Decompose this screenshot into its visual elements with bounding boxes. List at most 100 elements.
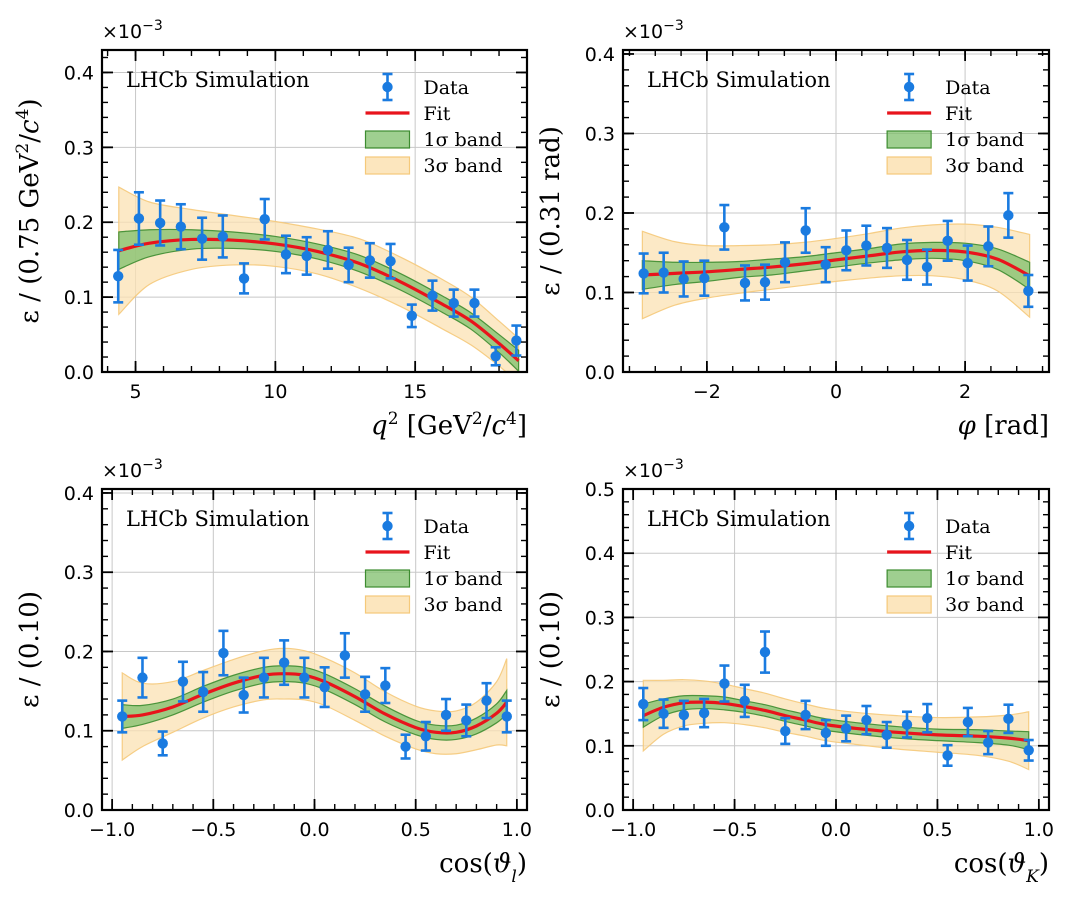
legend-label-band1: 1σ band [945,129,1024,151]
plot-area [117,629,512,762]
data-marker [137,672,148,683]
legend-entry-band3: 3σ band [886,594,1024,616]
data-point [840,714,852,743]
data-marker [1023,285,1034,297]
legend-label-fit: Fit [424,542,451,564]
data-point [461,703,472,738]
x-tick-label: 0.5 [401,819,431,841]
y-tick-label: 0.4 [64,62,94,84]
legend-label-fit: Fit [945,542,972,564]
y-multiplier: ×10−3 [623,18,684,43]
y-tick-label: 0.1 [64,721,94,743]
axes-frame [100,48,529,374]
data-point [962,244,973,282]
data-marker [322,244,334,256]
fit-line [118,237,520,362]
data-marker [638,698,649,710]
panel-costhetak: −1.0 −0.5 0.0 0.5 1.0 0.0 0.1 0.2 0.3 0.4 0.5 ×10−3… [536,457,1054,887]
legend-band3-swatch [886,156,932,175]
data-point [154,199,166,247]
legend-entry-fit: Fit [365,542,451,564]
y-tick-label: 0.4 [64,483,94,505]
data-marker [901,254,913,266]
data-point [359,675,371,714]
data-marker [197,686,209,698]
data-point [238,262,250,295]
data-marker [133,213,145,224]
data-marker [217,231,228,242]
data-marker [113,270,124,282]
data-point [881,226,893,270]
data-marker [779,257,791,268]
data-point [800,206,811,255]
y-tick-label: 0.0 [64,362,94,384]
x-tick-label: −0.5 [190,819,236,841]
y-tick-label: 0.5 [585,479,615,501]
data-point [259,197,270,241]
legend-label-band1: 1σ band [424,568,503,590]
panel-phi: −2 0 2 0.0 0.1 0.2 0.3 0.4 ×10−3 LHCb Simulation D… [536,18,1051,441]
legend-entry-band1: 1σ band [364,129,503,151]
legend: Data Fit 1σ band 3σ band [364,511,503,616]
legend-entry-data: Data [382,511,469,541]
simulation-label: LHCb Simulation [126,68,310,92]
legend-label-data: Data [424,77,470,99]
data-marker [780,725,791,737]
legend-entry-fit: Fit [887,103,972,125]
y-tick-label: 0.4 [585,543,615,565]
legend-band3-swatch [364,595,411,614]
data-point [157,730,168,757]
data-point [698,697,710,729]
data-point [982,729,994,756]
data-marker [800,225,811,236]
y-tick-label: 0.0 [585,362,615,384]
data-marker [278,657,290,668]
data-marker [364,255,376,266]
data-point [739,264,751,302]
data-marker [258,672,270,683]
data-marker [301,250,312,262]
y-tick-label: 0.2 [64,212,94,234]
data-point [780,716,791,746]
y-axis-label: ε / (0.10) [536,591,566,708]
data-point [427,279,438,312]
data-point [942,743,953,768]
fit-line [642,248,1031,278]
y-tick-label: 0.1 [585,282,615,304]
simulation-label: LHCb Simulation [126,507,310,531]
data-marker [427,290,438,301]
data-point [1003,191,1014,239]
legend-entry-data: Data [903,511,991,541]
legend-entry-band1: 1σ band [886,129,1024,151]
x-tick-label: −1.0 [610,819,656,841]
data-marker [962,257,973,269]
y-tick-label: 0.1 [585,736,615,758]
y-tick-label: 0.2 [64,641,94,663]
legend-entry-band3: 3σ band [364,155,503,177]
data-marker [820,727,832,739]
data-point [217,214,228,259]
data-marker [359,689,371,700]
data-marker [343,259,354,271]
data-point [440,697,452,733]
legend-band3-swatch [364,156,411,175]
data-marker [658,708,669,719]
data-marker [280,249,292,260]
y-tick-label: 0.2 [585,203,615,225]
plot-area [113,186,522,372]
x-axis-label: cos(ϑK) [954,849,1049,887]
y-tick-label: 0.3 [64,562,94,584]
data-marker [238,689,249,701]
y-axis-label: ε / (0.31 rad) [536,126,566,296]
data-point [197,670,209,714]
data-marker [983,241,994,252]
plot-area [638,630,1034,771]
data-point [364,241,376,279]
data-point [501,699,512,734]
data-marker [406,310,418,322]
x-axis-label: φ [rad] [958,411,1049,441]
data-marker [840,723,852,734]
data-point [177,660,189,703]
data-marker [420,731,432,742]
